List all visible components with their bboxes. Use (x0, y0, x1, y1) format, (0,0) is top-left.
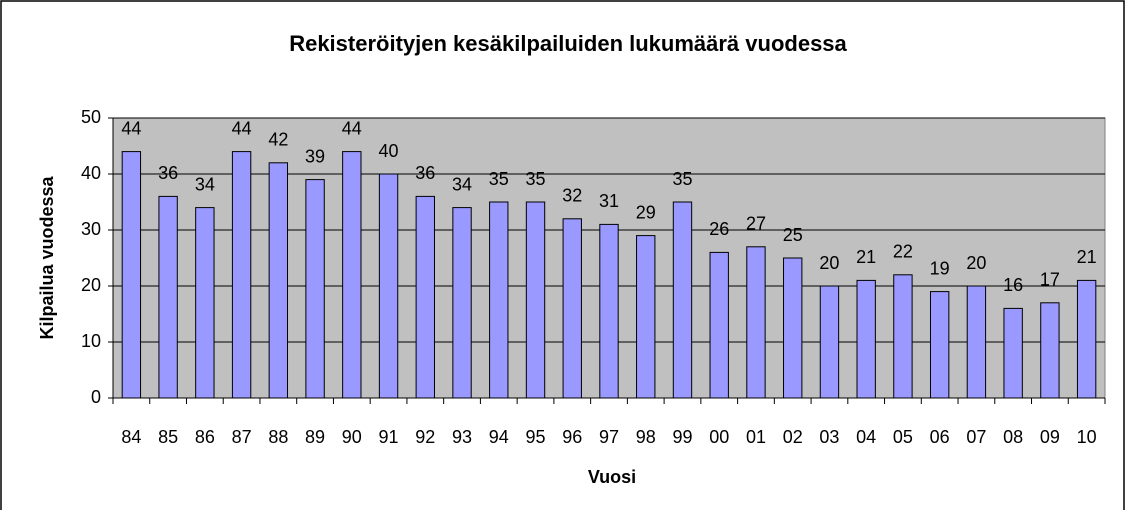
data-label: 31 (599, 191, 619, 211)
data-label: 35 (526, 169, 546, 189)
bar (268, 162, 289, 399)
x-tick-label: 93 (452, 427, 472, 447)
data-label: 21 (1077, 247, 1097, 267)
data-label: 16 (1003, 275, 1023, 295)
x-tick-label: 02 (783, 427, 803, 447)
bar (305, 179, 325, 399)
x-tick-label: 90 (342, 427, 362, 447)
x-tick-label: 06 (930, 427, 950, 447)
data-label: 35 (672, 169, 692, 189)
data-label: 34 (195, 174, 215, 194)
data-label: 39 (305, 146, 325, 166)
y-tick-label: 50 (81, 107, 101, 127)
y-tick-label: 20 (81, 275, 101, 295)
bar (1003, 307, 1023, 399)
bar (231, 151, 252, 399)
bar (195, 207, 215, 399)
x-tick-label: 99 (672, 427, 692, 447)
x-tick-label: 00 (709, 427, 729, 447)
chart-title: Rekisteröityjen kesäkilpailuiden lukumää… (289, 31, 847, 56)
data-label: 20 (966, 253, 986, 273)
data-label: 40 (379, 141, 399, 161)
bar (856, 279, 876, 399)
x-tick-label: 97 (599, 427, 619, 447)
y-tick-label: 40 (81, 163, 101, 183)
x-tick-label: 87 (232, 427, 252, 447)
bar (121, 151, 142, 399)
data-label: 17 (1040, 270, 1060, 290)
data-label: 42 (268, 130, 288, 150)
x-tick-label: 98 (636, 427, 656, 447)
data-label: 26 (709, 219, 729, 239)
bar (709, 251, 729, 399)
data-label: 25 (783, 225, 803, 245)
y-axis-label: Kilpailua vuodessa (37, 175, 57, 339)
x-tick-label: 92 (415, 427, 435, 447)
data-label: 44 (342, 118, 362, 138)
x-tick-label: 89 (305, 427, 325, 447)
data-label: 36 (415, 163, 435, 183)
x-tick-label: 03 (819, 427, 839, 447)
bar (525, 201, 546, 399)
y-tick-label: 0 (91, 387, 101, 407)
data-label: 44 (232, 118, 252, 138)
x-tick-label: 88 (268, 427, 288, 447)
x-axis-label: Vuosi (588, 467, 636, 487)
bar (452, 207, 472, 399)
data-label: 35 (489, 169, 509, 189)
bar (378, 173, 399, 399)
x-tick-label: 95 (526, 427, 546, 447)
data-label: 21 (856, 247, 876, 267)
bar (966, 285, 987, 399)
data-label: 20 (819, 253, 839, 273)
bar (599, 223, 619, 399)
bar (489, 201, 509, 399)
bar (415, 195, 435, 399)
bar (929, 291, 950, 399)
y-tick-label: 10 (81, 331, 101, 351)
bar (158, 195, 178, 399)
bar (1076, 279, 1097, 399)
y-tick-label: 30 (81, 219, 101, 239)
bar (342, 151, 362, 399)
bar (672, 201, 693, 399)
data-label: 36 (158, 163, 178, 183)
bar (636, 235, 656, 399)
bar (1040, 302, 1060, 399)
data-label: 19 (930, 258, 950, 278)
x-tick-label: 91 (379, 427, 399, 447)
x-tick-label: 05 (893, 427, 913, 447)
x-tick-label: 10 (1077, 427, 1097, 447)
data-label: 22 (893, 242, 913, 262)
x-tick-label: 86 (195, 427, 215, 447)
x-tick-label: 96 (562, 427, 582, 447)
data-label: 32 (562, 186, 582, 206)
bar (746, 246, 766, 399)
bar (562, 218, 582, 399)
x-tick-label: 04 (856, 427, 876, 447)
bar (783, 257, 803, 399)
data-label: 34 (452, 174, 472, 194)
x-tick-label: 85 (158, 427, 178, 447)
x-tick-label: 01 (746, 427, 766, 447)
data-label: 44 (121, 118, 141, 138)
data-label: 27 (746, 214, 766, 234)
bar (893, 274, 913, 399)
bar (819, 285, 840, 399)
x-tick-label: 08 (1003, 427, 1023, 447)
x-tick-label: 84 (121, 427, 141, 447)
x-tick-label: 09 (1040, 427, 1060, 447)
x-tick-label: 07 (966, 427, 986, 447)
x-tick-label: 94 (489, 427, 509, 447)
data-label: 29 (636, 202, 656, 222)
